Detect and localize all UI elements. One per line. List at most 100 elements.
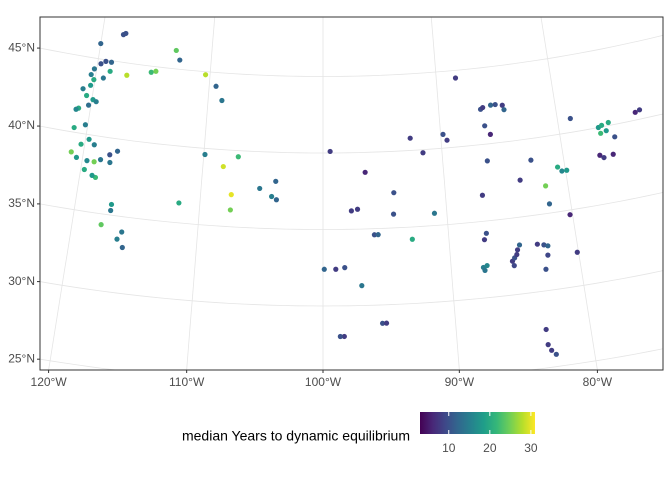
point [220,163,226,170]
point [83,92,90,99]
point [81,166,87,173]
point [420,150,426,156]
point [440,131,446,137]
point [597,152,603,158]
grid-line [186,17,216,370]
point [93,99,99,105]
x-tick-label: 90°W [445,375,475,389]
point [73,106,79,112]
colorbar [420,412,535,434]
point [177,57,183,63]
point [598,122,605,128]
point [235,154,241,160]
point [107,152,113,158]
x-tick-label: 100°W [305,375,342,389]
point [213,83,219,89]
point [632,109,638,115]
point [481,237,488,243]
point [601,154,607,161]
grid-line [48,17,106,370]
point [82,122,88,128]
point [636,107,643,113]
point [612,134,618,140]
point [543,183,549,189]
point [545,243,551,249]
point [97,157,104,163]
point [108,201,115,208]
point [89,172,95,178]
point [78,141,84,147]
colorbar-tick-label: 20 [483,441,497,455]
point [321,266,327,272]
point [107,68,113,74]
point [574,249,580,255]
point [91,159,97,165]
x-tick-label: 120°W [31,375,68,389]
point [482,123,488,129]
point [108,207,114,214]
point [492,101,498,108]
point [86,136,92,142]
point [342,265,348,271]
point [257,185,263,192]
point [391,190,397,196]
point [80,86,86,92]
point [514,251,520,258]
point [91,142,97,148]
point [553,351,559,357]
point [68,149,74,155]
point [431,210,438,216]
point [98,61,104,67]
point [327,148,333,155]
point [354,206,361,212]
point [107,159,113,166]
grid-line [540,17,598,370]
points [68,30,643,357]
point [362,169,368,175]
grid-line [40,348,663,370]
point [487,102,494,108]
point [348,208,354,214]
point [480,104,486,111]
point [337,333,343,340]
point [227,207,233,213]
point [511,263,517,269]
point [341,333,347,340]
point [119,229,125,235]
point [273,197,280,203]
point [84,158,90,164]
colorbar-tick-label: 30 [524,441,538,455]
point [487,131,493,137]
point [543,266,549,272]
point [452,75,459,81]
point [514,247,521,253]
point [484,158,490,164]
point [483,230,489,236]
point [119,244,125,251]
point [484,262,490,269]
point [516,242,523,248]
point [390,211,397,217]
point [534,241,540,247]
point [228,192,234,198]
point [176,200,182,206]
point [499,102,505,108]
point [567,115,573,122]
point [564,167,570,173]
point [98,222,104,228]
point [517,177,523,183]
y-tick-label: 45°N [8,40,35,54]
point [409,236,415,242]
point [88,82,94,88]
point [91,77,97,83]
point [173,47,179,54]
point [359,283,365,289]
point [554,164,561,170]
point [371,232,378,238]
point [114,236,120,242]
x-tick-label: 80°W [583,375,613,389]
y-tick-label: 40°N [8,118,35,132]
point [375,232,381,238]
grid-line [40,270,663,307]
